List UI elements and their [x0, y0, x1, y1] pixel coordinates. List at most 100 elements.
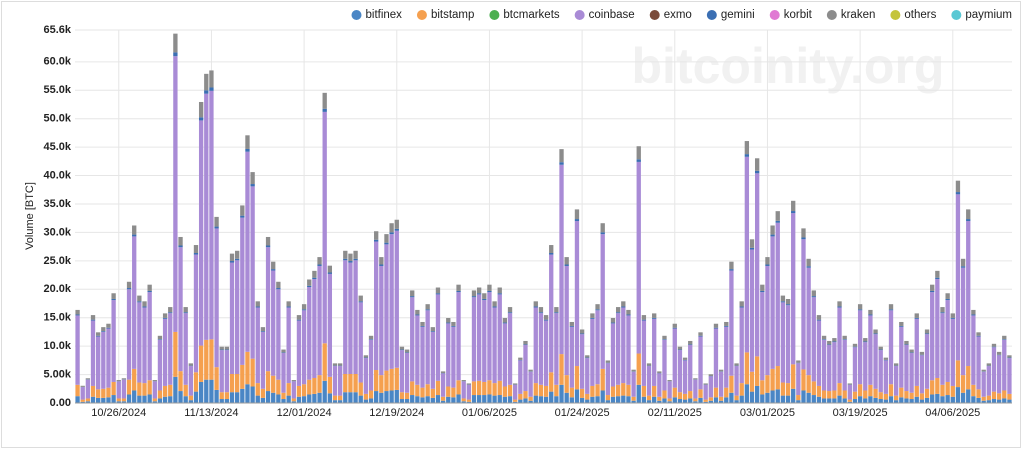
legend-label[interactable]: paymium [965, 9, 1012, 21]
bar-segment [580, 329, 584, 333]
legend-label[interactable]: coinbase [589, 9, 635, 21]
bar-segment [498, 294, 502, 380]
bar-segment [616, 307, 620, 312]
bar-segment [812, 290, 816, 296]
bar-segment [518, 358, 522, 360]
bar-segment [657, 373, 661, 396]
bar-segment [611, 323, 615, 386]
bar-segment [683, 400, 687, 403]
bar-segment [343, 251, 347, 259]
x-tick-label: 01/24/2025 [555, 407, 610, 419]
bar-segment [698, 336, 702, 389]
bar-segment [678, 347, 682, 350]
legend-label[interactable]: others [904, 9, 936, 21]
bar-segment [338, 363, 342, 365]
bar-segment [106, 328, 110, 329]
bar-segment [992, 399, 996, 403]
bar-segment [364, 358, 368, 394]
bar-segment [647, 366, 651, 396]
legend-marker[interactable] [489, 10, 499, 20]
bar-segment [935, 394, 939, 403]
legend-marker[interactable] [575, 10, 585, 20]
bar-segment [863, 390, 867, 398]
bar-segment [168, 396, 172, 403]
bar-segment [534, 307, 538, 383]
bar-segment [667, 380, 671, 381]
bar-segment [266, 245, 270, 247]
bar-segment [178, 237, 182, 246]
bar-segment [230, 254, 234, 261]
bar-segment [853, 347, 857, 348]
bar-segment [307, 286, 311, 287]
legend-label[interactable]: kraken [841, 9, 876, 21]
bar-segment [585, 358, 589, 394]
bar-segment [920, 352, 924, 355]
bar-segment [940, 313, 944, 385]
bar-segment [724, 322, 728, 326]
bar-segment [96, 332, 100, 335]
bar-segment [235, 392, 239, 403]
bar-segment [508, 396, 512, 403]
bar-segment [889, 309, 893, 310]
bar-segment [750, 372, 754, 392]
y-tick-label: 40.0k [43, 169, 71, 181]
bar-segment [528, 372, 532, 397]
bar-segment [323, 109, 327, 112]
bar-segment [616, 312, 620, 313]
bar-segment [487, 380, 491, 394]
bar-segment [976, 336, 980, 337]
bar-segment [431, 389, 435, 398]
legend-marker[interactable] [650, 10, 660, 20]
bar-segment [837, 301, 841, 306]
bar-segment [117, 381, 121, 398]
legend-marker[interactable] [890, 10, 900, 20]
bar-segment [873, 333, 877, 334]
bar-segment [245, 152, 249, 352]
bar-segment [235, 374, 239, 392]
bar-segment [992, 392, 996, 399]
bar-segment [704, 383, 708, 384]
legend-marker[interactable] [827, 10, 837, 20]
bar-segment [570, 388, 574, 398]
legend-marker[interactable] [707, 10, 717, 20]
bar-segment [225, 350, 229, 392]
bar-segment [199, 346, 203, 382]
bar-segment [997, 400, 1001, 403]
bar-segment [755, 171, 759, 174]
bar-segment [451, 327, 455, 388]
legend-marker[interactable] [417, 10, 427, 20]
y-tick-label: 30.0k [43, 226, 71, 238]
bar-segment [966, 221, 970, 366]
bar-segment [405, 393, 409, 399]
bar-segment [498, 395, 502, 403]
bar-segment [101, 331, 105, 332]
bar-segment [225, 350, 229, 351]
legend-marker[interactable] [951, 10, 961, 20]
bar-segment [523, 398, 527, 403]
bar-segment [724, 326, 728, 327]
bar-segment [1002, 340, 1006, 391]
bar-segment [348, 392, 352, 403]
bar-segment [827, 344, 831, 345]
legend-label[interactable]: exmo [664, 9, 692, 21]
bar-segment [451, 326, 455, 327]
legend-marker[interactable] [770, 10, 780, 20]
bar-segment [791, 364, 795, 388]
legend-label[interactable]: bitfinex [366, 9, 403, 21]
bar-segment [873, 389, 877, 398]
legend-label[interactable]: btcmarkets [503, 9, 559, 21]
bar-segment [312, 279, 316, 378]
bar-segment [585, 400, 589, 403]
bar-segment [786, 305, 790, 383]
bar-segment [364, 358, 368, 359]
bar-segment [240, 205, 244, 215]
bar-segment [585, 394, 589, 400]
legend-label[interactable]: bitstamp [431, 9, 474, 21]
bar-segment [853, 399, 857, 403]
legend-label[interactable]: korbit [784, 9, 813, 21]
legend-label[interactable]: gemini [721, 9, 755, 21]
legend-marker[interactable] [352, 10, 362, 20]
bar-segment [570, 322, 574, 326]
bar-segment [971, 315, 975, 384]
y-tick-label: 60.0k [43, 56, 71, 68]
